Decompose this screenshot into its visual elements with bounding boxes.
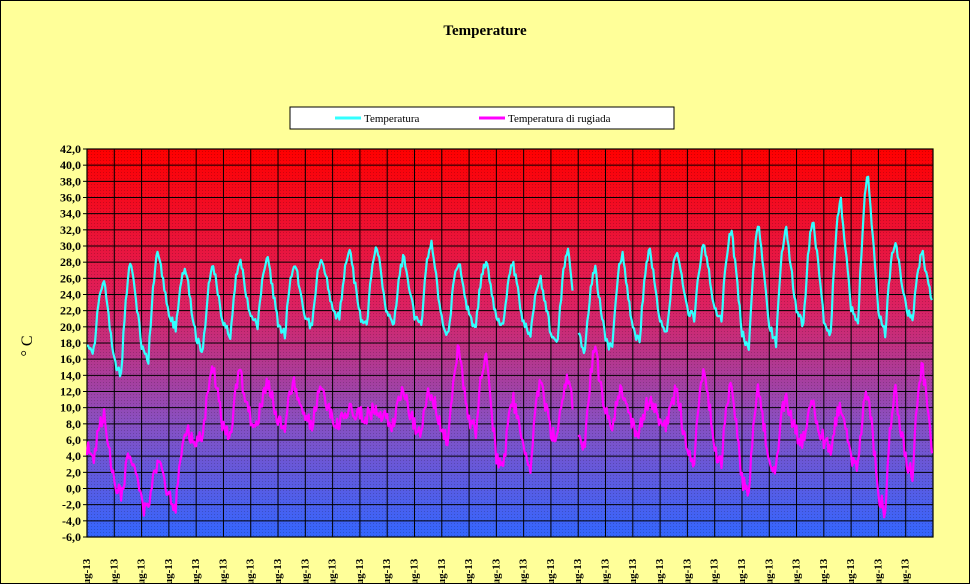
y-tick-label: 14,0 bbox=[60, 368, 81, 382]
y-tick-label: 32,0 bbox=[60, 223, 81, 237]
y-tick-label: -2,0 bbox=[62, 498, 81, 512]
x-tick-label: ug-13 bbox=[408, 558, 420, 583]
x-tick-label: ug-13 bbox=[190, 558, 202, 583]
x-tick-label: ug-13 bbox=[327, 558, 339, 583]
x-axis-ticks: ug-13 ug-13 ug-13 ug-13 ug-13 ug-13 ug-13 ug-13… bbox=[81, 558, 912, 583]
x-tick-label: ug-13 bbox=[108, 558, 120, 583]
y-tick-label: 40,0 bbox=[60, 158, 81, 172]
y-tick-label: 28,0 bbox=[60, 255, 81, 269]
x-tick-label: ug-13 bbox=[217, 558, 229, 583]
y-tick-label: 2,0 bbox=[66, 465, 81, 479]
x-tick-label: ug-13 bbox=[463, 558, 475, 583]
x-tick-label: ug-13 bbox=[681, 558, 693, 583]
y-tick-label: 10,0 bbox=[60, 401, 81, 415]
y-axis-ticks: 42,0 40,0 38,0 36,0 34,0 32,0 30,0 28,0 26,0 24,0… bbox=[60, 142, 87, 544]
y-tick-label: 8,0 bbox=[66, 417, 81, 431]
x-tick-label: ug-13 bbox=[845, 558, 857, 583]
x-tick-label: ug-13 bbox=[545, 558, 557, 583]
x-tick-label: ug-13 bbox=[299, 558, 311, 583]
x-tick-label: ug-13 bbox=[272, 558, 284, 583]
legend-label-temperatura: Temperatura bbox=[364, 113, 420, 125]
x-tick-label: ug-13 bbox=[381, 558, 393, 583]
x-tick-label: ug-13 bbox=[627, 558, 639, 583]
x-tick-label: ug-13 bbox=[490, 558, 502, 583]
x-tick-label: ug-13 bbox=[163, 558, 175, 583]
y-tick-label: 6,0 bbox=[66, 433, 81, 447]
x-tick-label: ug-13 bbox=[818, 558, 830, 583]
x-tick-label: ug-13 bbox=[81, 558, 93, 583]
x-tick-label: ug-13 bbox=[763, 558, 775, 583]
y-tick-label: 34,0 bbox=[60, 207, 81, 221]
x-tick-label: ug-13 bbox=[572, 558, 584, 583]
series-line-rugiada bbox=[577, 345, 933, 519]
x-tick-label: ug-13 bbox=[900, 558, 912, 583]
y-tick-label: 0,0 bbox=[66, 482, 81, 496]
x-tick-label: ug-13 bbox=[791, 558, 803, 583]
chart-title: Temperature bbox=[443, 23, 527, 39]
series-lines bbox=[85, 175, 933, 519]
legend-label-rugiada: Temperatura di rugiada bbox=[508, 113, 611, 125]
series-line-temperatura bbox=[577, 175, 933, 355]
y-tick-label: 38,0 bbox=[60, 174, 81, 188]
y-tick-label: 16,0 bbox=[60, 352, 81, 366]
y-axis-label: ° C bbox=[19, 335, 36, 356]
y-tick-label: -6,0 bbox=[62, 530, 81, 544]
x-tick-label: ug-13 bbox=[736, 558, 748, 583]
x-tick-label: ug-13 bbox=[354, 558, 366, 583]
y-tick-label: 24,0 bbox=[60, 288, 81, 302]
series-line-rugiada bbox=[85, 344, 574, 517]
x-tick-label: ug-13 bbox=[654, 558, 666, 583]
x-tick-label: ug-13 bbox=[518, 558, 530, 583]
y-tick-label: 42,0 bbox=[60, 142, 81, 156]
y-tick-label: 20,0 bbox=[60, 320, 81, 334]
y-tick-label: 36,0 bbox=[60, 191, 81, 205]
x-tick-label: ug-13 bbox=[245, 558, 257, 583]
y-tick-label: 18,0 bbox=[60, 336, 81, 350]
y-tick-label: -4,0 bbox=[62, 514, 81, 528]
y-tick-label: 22,0 bbox=[60, 304, 81, 318]
x-tick-label: ug-13 bbox=[136, 558, 148, 583]
y-tick-label: 4,0 bbox=[66, 449, 81, 463]
x-tick-label: ug-13 bbox=[436, 558, 448, 583]
y-tick-label: 30,0 bbox=[60, 239, 81, 253]
y-tick-label: 12,0 bbox=[60, 385, 81, 399]
x-tick-label: ug-13 bbox=[600, 558, 612, 583]
legend: Temperatura Temperatura di rugiada bbox=[289, 106, 675, 130]
y-tick-label: 26,0 bbox=[60, 271, 81, 285]
x-tick-label: ug-13 bbox=[872, 558, 884, 583]
series-line-temperatura bbox=[86, 239, 574, 378]
x-tick-label: ug-13 bbox=[709, 558, 721, 583]
